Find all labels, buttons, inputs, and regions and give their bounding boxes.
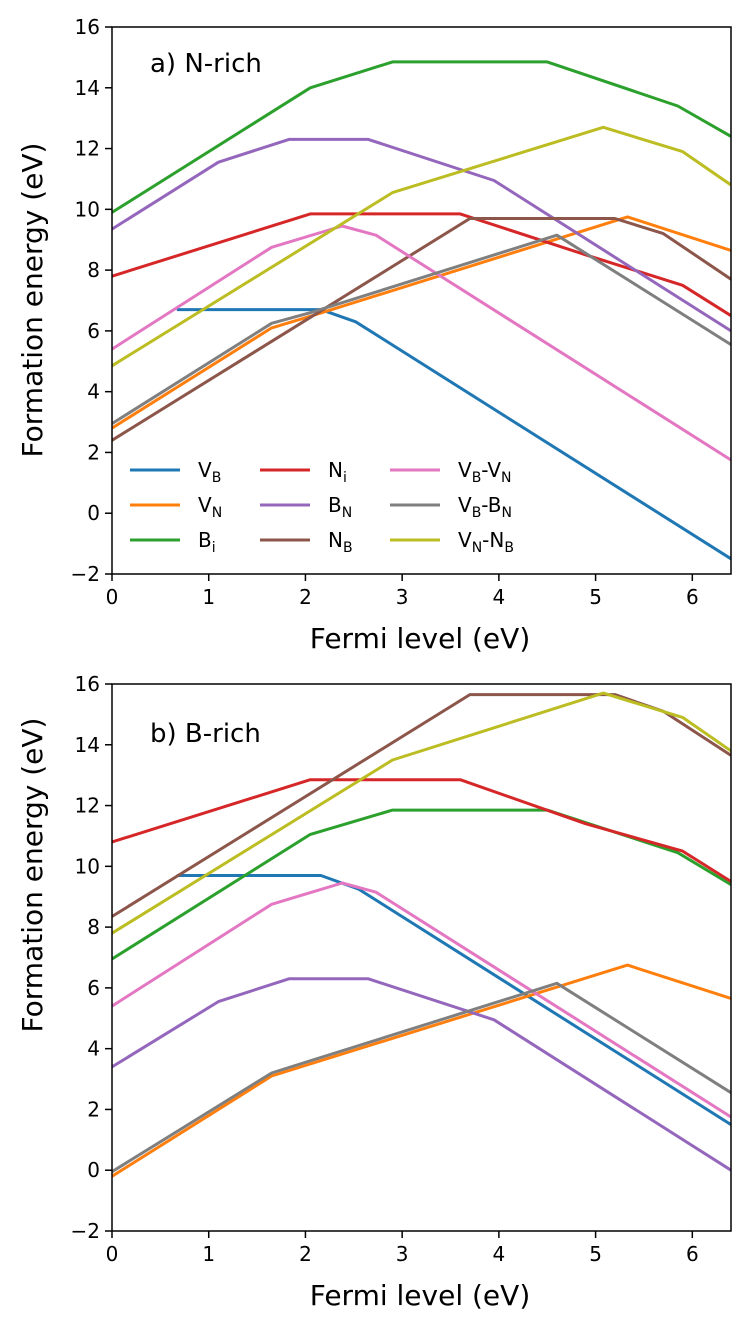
y-tick-label: 4 <box>87 1037 100 1061</box>
legend-label: NB <box>328 528 353 556</box>
y-tick-label: 16 <box>75 15 100 39</box>
y-tick-label: 14 <box>75 733 100 757</box>
plot-area: a) N-rich 0 1 2 3 4 5 6−20246810121416VBVNBiNi… <box>71 15 732 609</box>
legend-label: VB <box>198 458 221 486</box>
x-tick-label: 4 <box>493 1242 506 1266</box>
y-tick-label: 0 <box>87 1158 100 1182</box>
legend-label: VN-NB <box>458 528 514 556</box>
legend-label: Bi <box>198 528 216 556</box>
legend: VB VN Bi Ni BN NB VB-VN VB-BN VN-NB <box>130 458 514 556</box>
y-tick-label: 8 <box>87 258 100 282</box>
plot-frame <box>111 683 732 1232</box>
y-tick-label: 2 <box>87 1097 100 1121</box>
y-tick-label: 6 <box>87 976 100 1000</box>
y-tick-label: −2 <box>71 562 100 586</box>
x-axis-label-b: Fermi level (eV) <box>310 1279 531 1312</box>
y-tick-label: 4 <box>87 380 100 404</box>
x-tick-label: 4 <box>493 585 506 609</box>
x-tick-label: 1 <box>202 1242 215 1266</box>
series-line-bi <box>112 808 731 961</box>
y-tick-label: 8 <box>87 915 100 939</box>
series-line-bn <box>112 977 731 1172</box>
panel-title-a: a) N-rich <box>150 49 262 79</box>
legend-label: VB-BN <box>458 493 512 521</box>
x-tick-label: 1 <box>202 585 215 609</box>
y-tick-label: 12 <box>75 794 100 818</box>
x-tick-label: 6 <box>686 1242 699 1266</box>
x-tick-label: 5 <box>589 1242 602 1266</box>
series-line-nb <box>112 217 731 442</box>
y-tick-label: 0 <box>87 501 100 525</box>
y-tick-label: 12 <box>75 137 100 161</box>
series-line-vb <box>176 308 731 561</box>
chart-panel-a: a) N-rich 0 1 2 3 4 5 6−20246810121416VBVNBiNi… <box>16 15 732 655</box>
x-tick-label: 3 <box>396 1242 409 1266</box>
y-tick-label: 6 <box>87 319 100 343</box>
series-line-ni <box>112 778 731 883</box>
y-tick-label: 14 <box>75 76 100 100</box>
legend-label: VB-VN <box>458 458 512 486</box>
panel-title-b: b) B-rich <box>150 719 261 749</box>
series-line-vb-vn <box>112 224 731 462</box>
series-line-bi <box>112 60 731 214</box>
series-line-vb-bn <box>112 233 731 425</box>
x-tick-label: 5 <box>589 585 602 609</box>
series-line-vb-bn <box>112 981 731 1173</box>
x-tick-label: 2 <box>299 1242 312 1266</box>
series-line-nb <box>112 693 731 918</box>
series-line-vn-nb <box>112 691 731 935</box>
x-tick-label: 6 <box>686 585 699 609</box>
series-line-ni <box>112 212 731 317</box>
x-tick-label: 2 <box>299 585 312 609</box>
legend-label: Ni <box>328 458 347 486</box>
plot-frame <box>111 26 732 575</box>
y-tick-label: 10 <box>75 854 100 878</box>
y-axis-label-a: Formation energy (eV) <box>16 143 49 458</box>
series-line-vn <box>112 963 731 1178</box>
y-axis-label-b: Formation energy (eV) <box>16 718 49 1033</box>
y-tick-label: −2 <box>71 1219 100 1243</box>
x-tick-label: 0 <box>106 585 119 609</box>
series-line-vn-nb <box>112 125 731 368</box>
x-axis-label-a: Fermi level (eV) <box>310 622 531 655</box>
series-line-bn <box>112 137 731 333</box>
y-tick-label: 2 <box>87 440 100 464</box>
x-tick-label: 3 <box>396 585 409 609</box>
series-line-vb-vn <box>112 881 731 1119</box>
y-tick-label: 16 <box>75 672 100 696</box>
x-tick-label: 0 <box>106 1242 119 1266</box>
legend-label: BN <box>328 493 352 521</box>
y-tick-label: 10 <box>75 197 100 221</box>
legend-label: VN <box>198 493 222 521</box>
